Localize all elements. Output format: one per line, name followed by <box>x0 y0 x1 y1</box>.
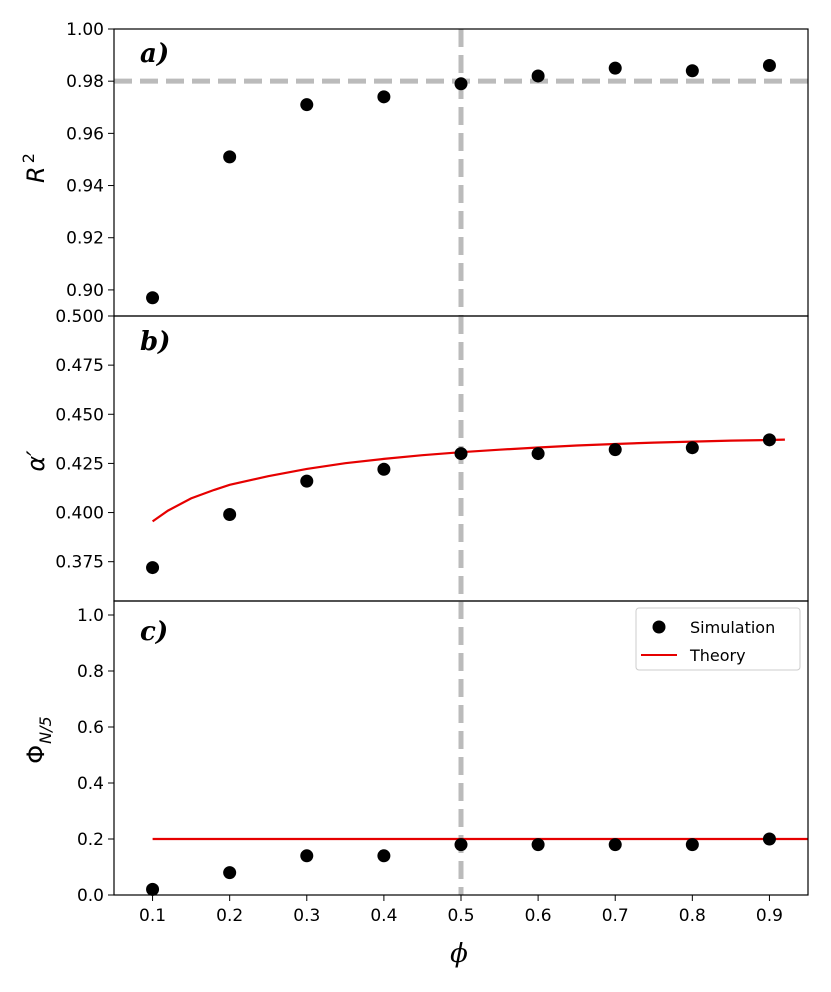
panel-a-ylabel-main: R <box>22 166 50 183</box>
panel-b-ytick-label: 0.500 <box>55 307 104 327</box>
panel-a-ylabel: R2 <box>19 153 50 183</box>
panel-b: 0.375 0.400 0.425 0.450 0.475 0.500 b) α′ <box>22 307 809 602</box>
panel-a-ytick-label: 0.90 <box>66 281 104 301</box>
xtick-label: 0.4 <box>370 906 397 926</box>
panel-a-ylabel-sup: 2 <box>19 153 38 163</box>
panel-b-simulation-point <box>608 443 622 457</box>
panel-a-simulation-point <box>146 291 160 305</box>
xtick-label: 0.8 <box>679 906 706 926</box>
panel-b-simulation-point <box>146 561 160 575</box>
panel-c-frame <box>113 600 809 896</box>
panel-a-ytick-label: 0.96 <box>66 124 104 144</box>
panel-b-simulation-point <box>223 508 237 522</box>
panel-c-simulation-point <box>454 838 468 852</box>
panel-c-simulation-point <box>146 882 160 896</box>
panel-b-simulation-point <box>531 447 545 461</box>
panel-a-simulation-point <box>454 77 468 91</box>
panel-a-ytick-label: 0.94 <box>66 177 104 197</box>
panel-c-simulation-point <box>377 849 391 863</box>
legend: Simulation Theory <box>635 607 801 671</box>
panel-c-simulation-point <box>685 838 699 852</box>
panel-a-ytick-label: 0.98 <box>66 72 104 92</box>
panel-c-ytick-label: 1.0 <box>77 606 104 626</box>
panel-c-simulation-point <box>762 832 776 846</box>
panel-a-simulation-point <box>531 69 545 83</box>
panel-c-ylabel: ΦN/5 <box>22 716 55 763</box>
panel-a-points <box>146 59 776 305</box>
x-axis-title: ϕ <box>450 939 468 969</box>
xtick-label: 0.5 <box>447 906 474 926</box>
panel-a-simulation-point <box>762 59 776 73</box>
panel-a-simulation-point <box>377 90 391 104</box>
panel-b-simulation-point <box>300 474 314 488</box>
panel-b-simulation-point <box>685 441 699 455</box>
panel-c-simulation-point <box>223 866 237 880</box>
panel-c-xticks: 0.1 0.2 0.3 0.4 0.5 0.6 0.7 0.8 0.9 <box>139 895 783 926</box>
panel-a-simulation-point <box>608 61 622 75</box>
panel-c-label: c) <box>140 617 168 647</box>
panel-b-simulation-point <box>454 447 468 461</box>
panel-b-ytick-label: 0.400 <box>55 504 104 524</box>
panel-a-label: a) <box>140 39 169 69</box>
panel-b-points <box>146 433 776 575</box>
xtick-label: 0.3 <box>293 906 320 926</box>
panel-c-yticks: 0.0 0.2 0.4 0.6 0.8 1.0 <box>77 606 114 906</box>
panel-c-ylabel-sub: N/5 <box>36 716 55 744</box>
panel-a-ytick-label: 1.00 <box>66 20 104 40</box>
panel-c-points <box>146 832 776 896</box>
panel-a-ytick-label: 0.92 <box>66 229 104 249</box>
xtick-label: 0.6 <box>525 906 552 926</box>
panel-b-simulation-point <box>762 433 776 447</box>
panel-c-ytick-label: 0.2 <box>77 830 104 850</box>
panel-a-simulation-point <box>300 98 314 112</box>
panel-b-yticks: 0.375 0.400 0.425 0.450 0.475 0.500 <box>55 307 114 573</box>
panel-b-ytick-label: 0.450 <box>55 405 104 425</box>
panel-c-ytick-label: 0.0 <box>77 886 104 906</box>
panel-c-simulation-point <box>531 838 545 852</box>
panel-b-theory-lines <box>151 438 785 523</box>
xtick-label: 0.2 <box>216 906 243 926</box>
panel-c-ytick-label: 0.6 <box>77 718 104 738</box>
panel-a-simulation-point <box>685 64 699 78</box>
xtick-label: 0.1 <box>139 906 166 926</box>
panel-c-ytick-label: 0.4 <box>77 774 104 794</box>
panel-b-ylabel: α′ <box>22 450 50 472</box>
legend-label-simulation: Simulation <box>690 618 775 637</box>
legend-label-theory: Theory <box>689 646 746 665</box>
panel-a-simulation-point <box>223 150 237 164</box>
panel-b-ytick-label: 0.425 <box>55 454 104 474</box>
legend-marker-simulation <box>652 620 666 634</box>
xtick-label: 0.9 <box>756 906 783 926</box>
panel-b-label: b) <box>140 327 170 357</box>
panel-c-simulation-point <box>608 838 622 852</box>
panel-a-yticks: 0.90 0.92 0.94 0.96 0.98 1.00 <box>66 20 114 301</box>
panel-c: 0.0 0.2 0.4 0.6 0.8 1.0 0.1 0.2 0.3 0.4 0.5 0.6 0.7… <box>22 600 809 969</box>
panel-a: 0.900.920.940.960.981.00 a) R2 <box>19 20 809 317</box>
xtick-label: 0.7 <box>602 906 629 926</box>
panel-c-ylabel-main: Φ <box>22 745 50 764</box>
panel-c-ytick-label: 0.8 <box>77 662 104 682</box>
panel-c-simulation-point <box>300 849 314 863</box>
panel-a-reference-lines <box>114 29 808 316</box>
panel-b-ytick-label: 0.475 <box>55 356 104 376</box>
panel-b-ytick-label: 0.375 <box>55 553 104 573</box>
panel-b-theory-line <box>151 438 785 523</box>
panel-b-simulation-point <box>377 462 391 476</box>
